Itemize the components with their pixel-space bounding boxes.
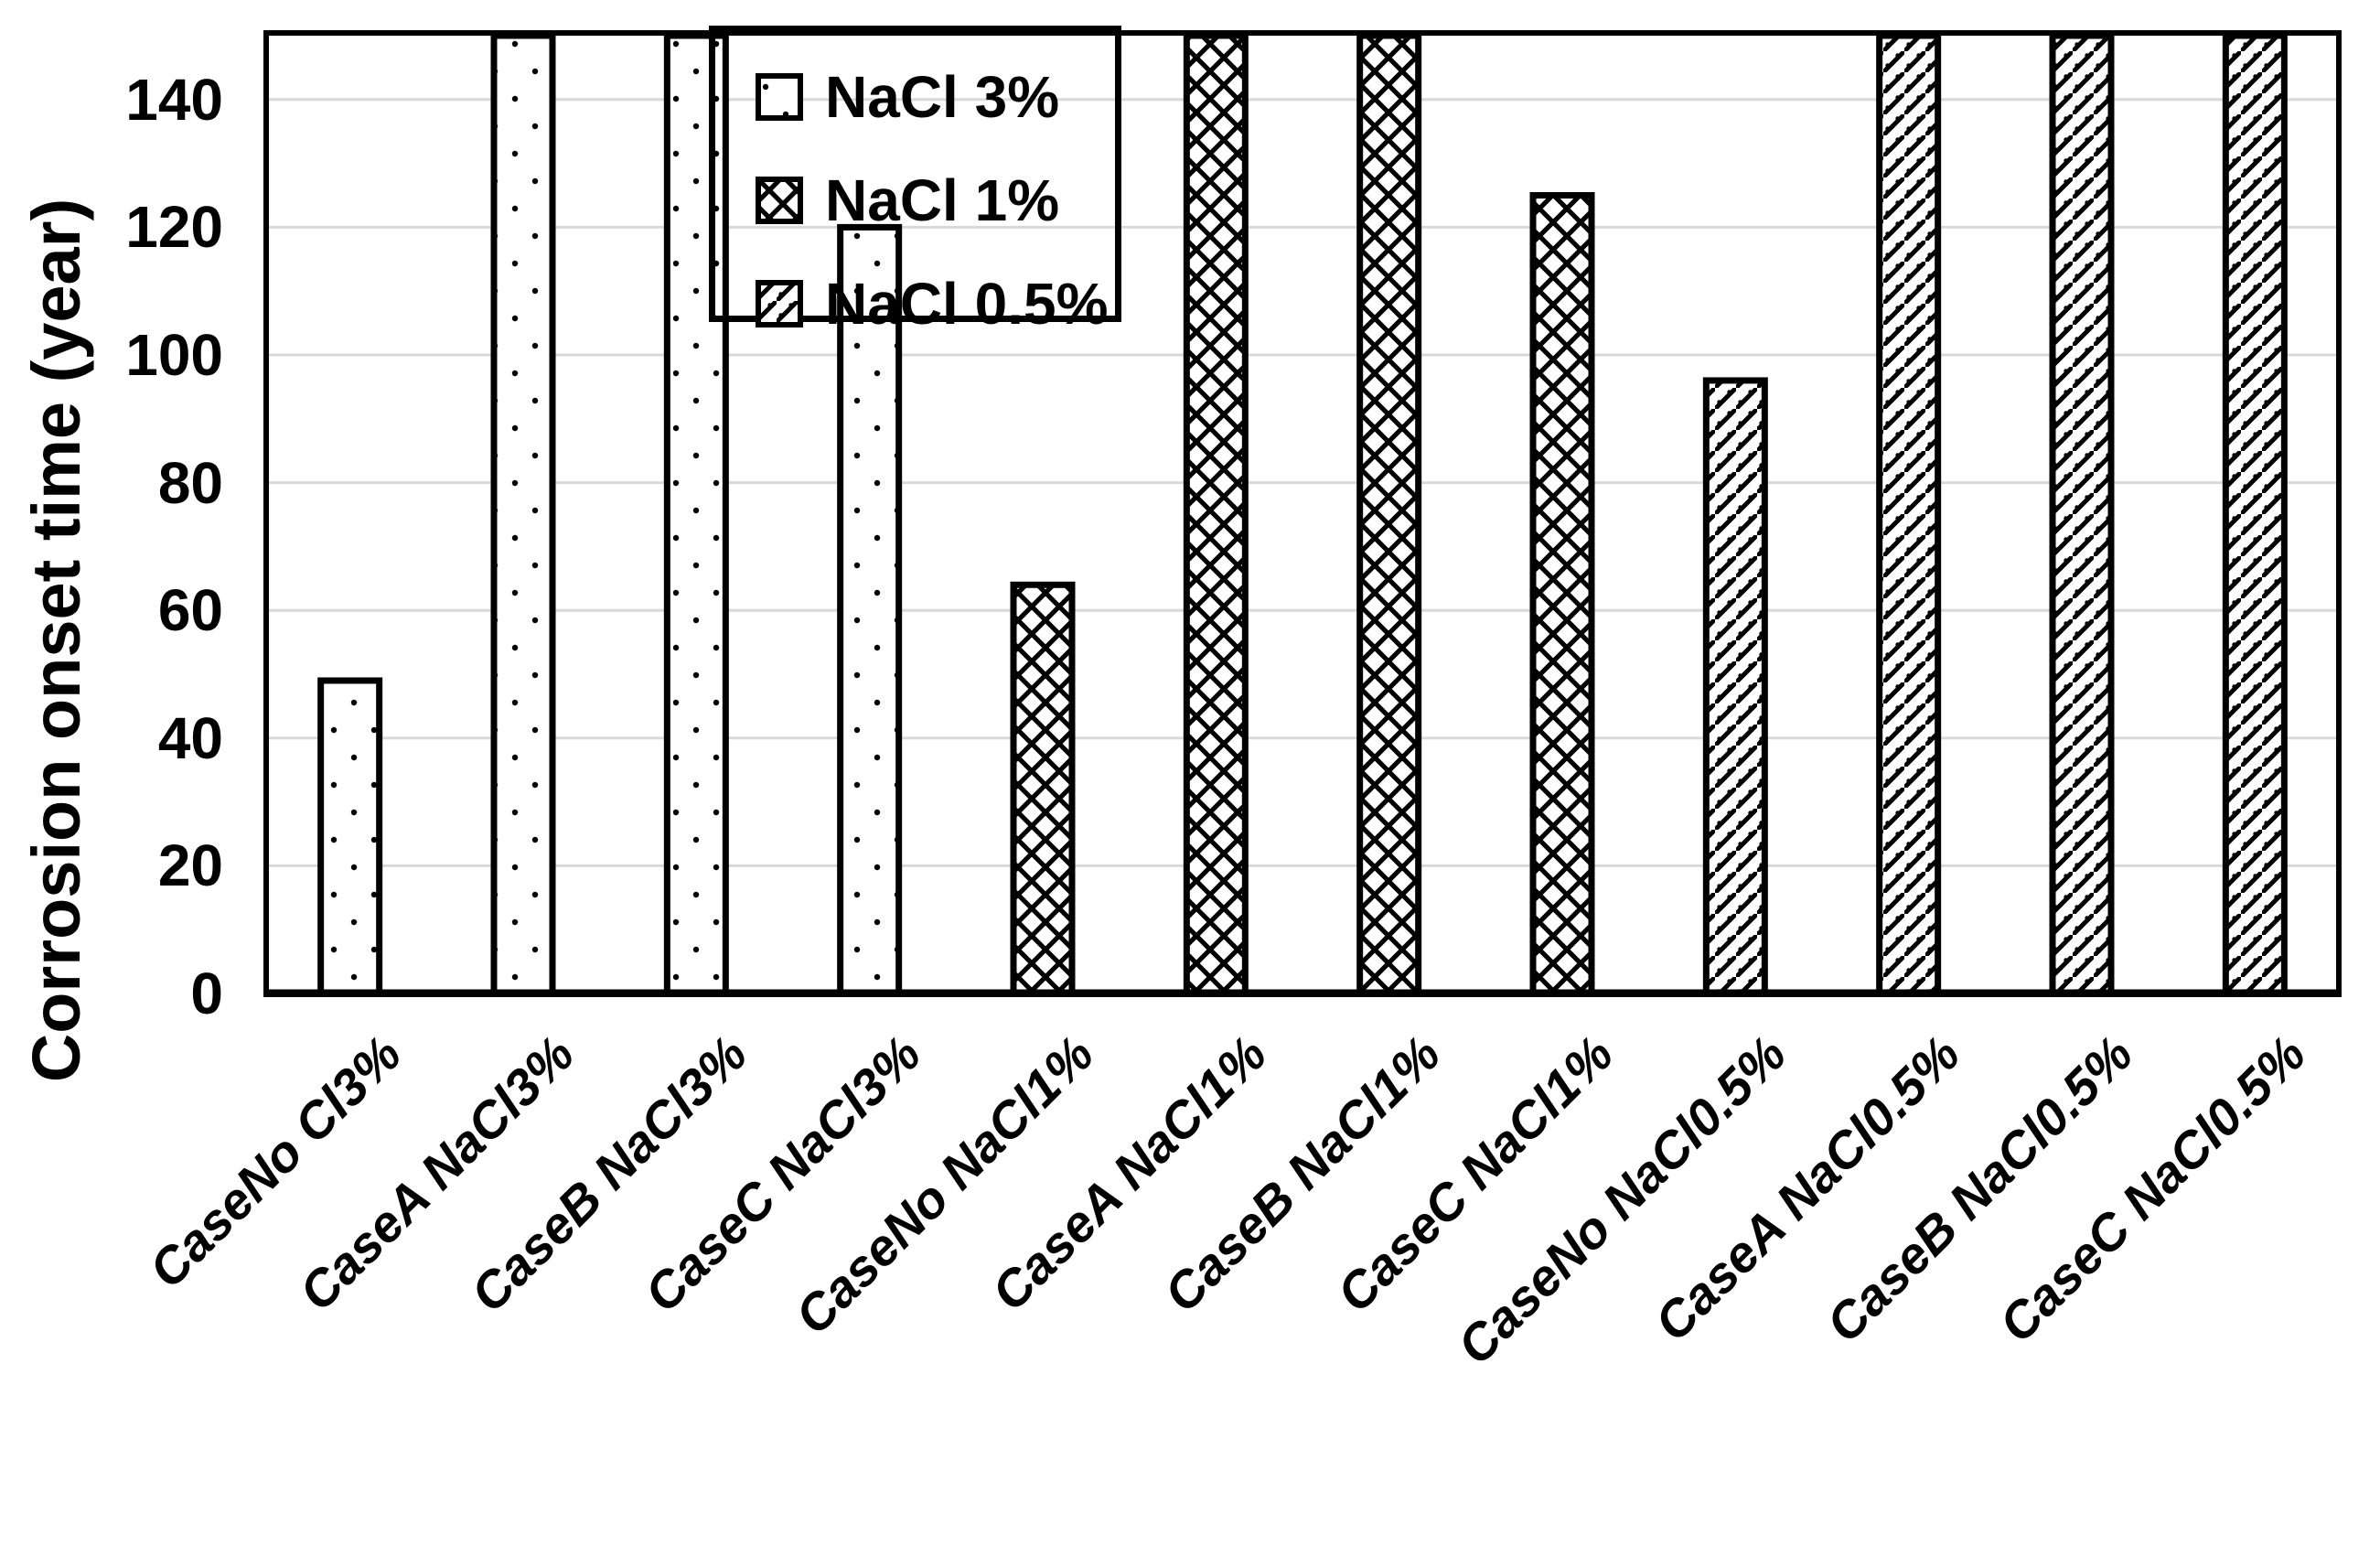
y-axis-title: Corrosion onset time (year) (18, 198, 94, 1083)
y-tick-label-80: 80 (157, 449, 223, 516)
y-tick-label-60: 60 (157, 577, 223, 644)
plot-background (263, 30, 2342, 997)
y-tick-label-0: 0 (190, 961, 223, 1026)
legend-box: NaCl 3% NaCl 1% NaCl 0.5% (709, 26, 1121, 333)
y-tick-label-40: 40 (157, 704, 223, 771)
y-tick-label-20: 20 (157, 832, 223, 899)
legend-label: NaCl 3% (825, 63, 1060, 130)
legend-marker-diagonal-icon (756, 279, 803, 328)
y-tick-label-140: 140 (125, 66, 223, 133)
legend-entry-nacl-1pct: NaCl 1% (756, 148, 1115, 252)
bar-6-crosshatch (1356, 32, 1422, 997)
legend-label: NaCl 0.5% (825, 270, 1109, 337)
legend-label: NaCl 1% (825, 166, 1060, 233)
legend-marker-dots-icon (756, 72, 803, 121)
corrosion-bar-chart: Corrosion onset time (year) NaCl 3% NaCl… (18, 26, 2342, 1376)
legend-entry-nacl-05pct: NaCl 0.5% (756, 252, 1115, 355)
bar-0-dots (317, 677, 383, 997)
legend-entry-nacl-3pct: NaCl 3% (756, 45, 1115, 148)
plot-area (263, 30, 2342, 997)
bar-11-diagonal (2222, 32, 2288, 997)
bar-5-crosshatch (1183, 32, 1249, 997)
bar-7-crosshatch (1529, 192, 1595, 997)
bar-9-diagonal (1876, 32, 1942, 997)
y-tick-label-100: 100 (125, 322, 223, 388)
bar-4-crosshatch (1010, 581, 1076, 997)
legend-marker-crosshatch-icon (756, 176, 803, 224)
bar-1-dots (490, 32, 556, 997)
bar-10-diagonal (2049, 32, 2115, 997)
bar-3-dots (837, 223, 903, 997)
y-tick-label-120: 120 (125, 194, 223, 261)
bar-8-diagonal (1702, 377, 1768, 997)
